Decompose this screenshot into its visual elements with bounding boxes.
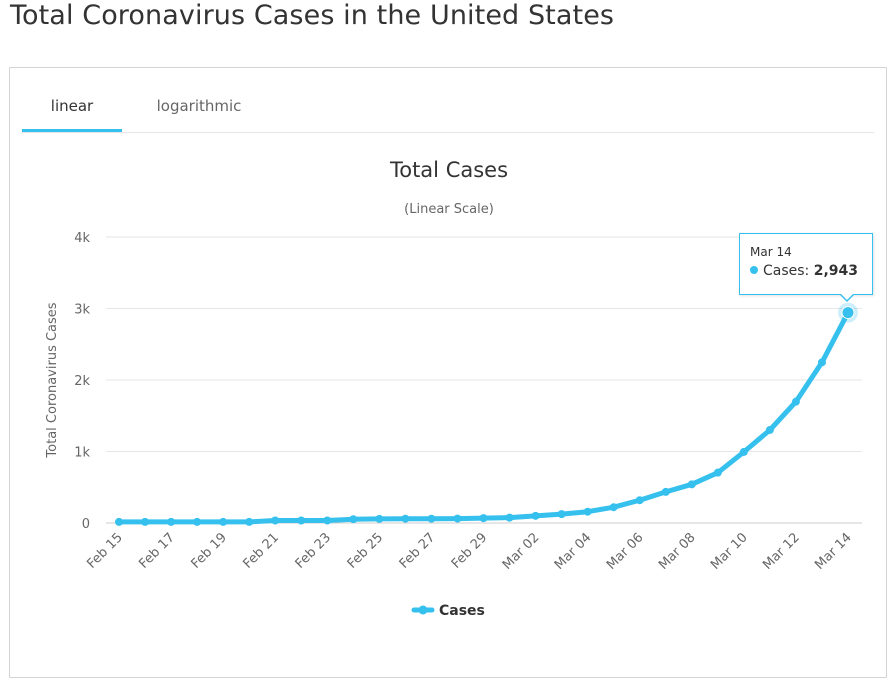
x-tick-labels: Feb 15 Feb 17 Feb 19 Feb 21 Feb 23 Feb 25 Feb …: [84, 530, 855, 573]
data-point[interactable]: [765, 425, 774, 434]
y-tick-label: 3k: [74, 303, 90, 318]
data-point[interactable]: [739, 447, 748, 456]
tooltip-date: Mar 14: [750, 245, 792, 259]
x-tick-label: Feb 25: [345, 530, 387, 572]
tooltip-value: 2,943: [813, 263, 859, 279]
data-point[interactable]: [661, 487, 670, 496]
y-tick-label: 1k: [74, 446, 90, 461]
data-point[interactable]: [375, 514, 384, 523]
tooltip-label: Cases:: [763, 263, 814, 279]
x-tick-label: Mar 06: [604, 530, 647, 573]
chart-title: Total Cases: [389, 158, 508, 182]
data-point[interactable]: [141, 517, 150, 526]
chart-card: linear logarithmic: [9, 67, 887, 678]
tooltip-series-dot: [750, 266, 758, 274]
data-point[interactable]: [115, 517, 123, 526]
tab-logarithmic[interactable]: logarithmic: [156, 97, 242, 115]
x-tick-label: Feb 21: [241, 530, 283, 572]
data-point[interactable]: [323, 516, 332, 525]
tab-linear[interactable]: linear: [22, 95, 122, 132]
data-point[interactable]: [817, 358, 826, 367]
series-line-cases[interactable]: [116, 310, 851, 525]
x-tick-label: Mar 02: [500, 530, 543, 573]
data-point[interactable]: [557, 510, 566, 519]
data-point[interactable]: [713, 468, 722, 477]
x-tick-label: Feb 23: [293, 530, 335, 572]
data-point[interactable]: [193, 517, 202, 526]
x-tick-label: Mar 10: [708, 530, 751, 573]
tooltip-row: Cases: 2,943: [750, 263, 858, 279]
data-point[interactable]: [427, 514, 436, 523]
data-point[interactable]: [297, 516, 306, 525]
scale-tabs: linear logarithmic: [22, 92, 874, 133]
x-tick-label: Feb 17: [136, 530, 178, 572]
data-point[interactable]: [609, 503, 618, 512]
x-tick-label: Mar 14: [812, 530, 855, 573]
x-tick-label: Mar 04: [552, 530, 595, 573]
y-tick-label: 2k: [74, 374, 90, 389]
data-point[interactable]: [401, 514, 410, 523]
tooltip-pointer-fill: [840, 293, 854, 300]
page-title: Total Coronavirus Cases in the United St…: [10, 0, 615, 31]
x-tick-label: Feb 15: [84, 530, 126, 572]
legend[interactable]: Cases: [411, 603, 485, 619]
data-point[interactable]: [453, 514, 462, 523]
x-tick-label: Feb 19: [188, 530, 230, 572]
data-point[interactable]: [791, 397, 800, 406]
data-point[interactable]: [635, 496, 644, 505]
data-point[interactable]: [687, 480, 696, 489]
data-tooltip: Mar 14 Cases: 2,943: [739, 233, 873, 295]
y-tick-label: 0: [82, 517, 90, 532]
data-point[interactable]: [271, 516, 280, 525]
series-cases[interactable]: [115, 302, 858, 526]
data-point[interactable]: [841, 306, 855, 320]
x-tick-label: Feb 29: [449, 530, 491, 572]
data-point[interactable]: [583, 507, 592, 516]
data-point[interactable]: [505, 513, 514, 522]
data-point[interactable]: [479, 514, 488, 523]
data-point[interactable]: [349, 515, 358, 524]
legend-swatch-marker: [418, 605, 428, 615]
chart-subtitle: (Linear Scale): [404, 202, 494, 217]
data-point[interactable]: [531, 511, 540, 520]
y-tick-labels: 0 1k 2k 3k 4k: [74, 231, 90, 532]
data-point[interactable]: [167, 517, 176, 526]
y-axis-label: Total Coronavirus Cases: [45, 302, 60, 458]
data-point[interactable]: [245, 517, 254, 526]
x-tick-label: Feb 27: [397, 530, 439, 572]
legend-label-cases[interactable]: Cases: [439, 603, 485, 619]
x-tick-label: Mar 08: [656, 530, 699, 573]
x-tick-label: Mar 12: [760, 530, 803, 573]
y-tick-label: 4k: [74, 231, 90, 246]
data-point[interactable]: [219, 517, 228, 526]
